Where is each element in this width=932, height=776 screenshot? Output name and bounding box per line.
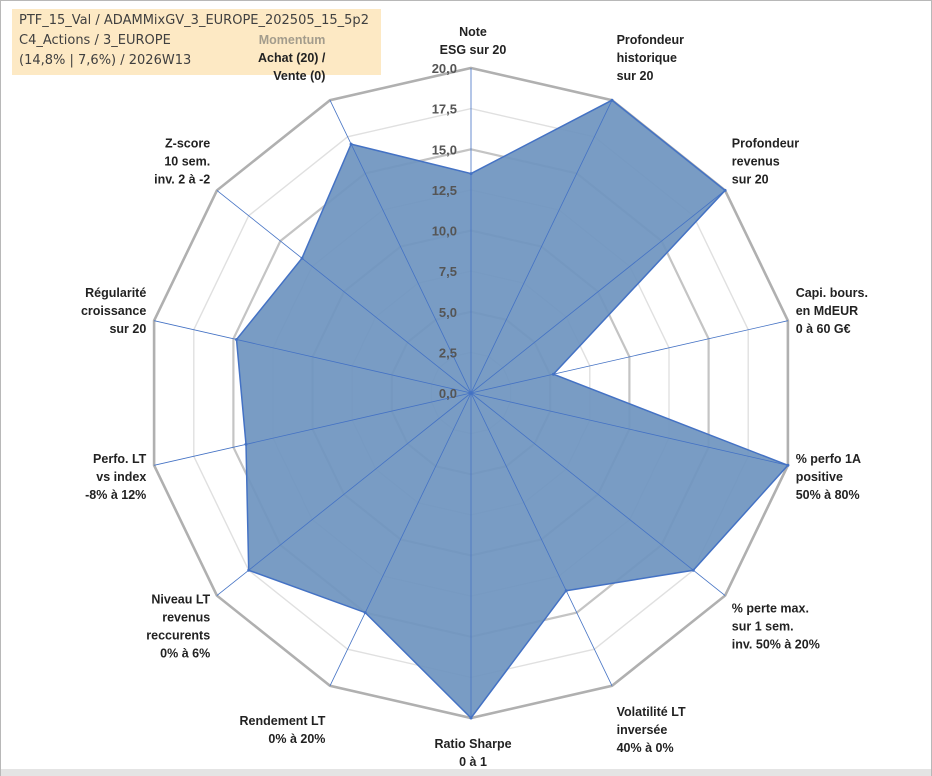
axis-label: % perte max. sur 1 sem. inv. 50% à 20% bbox=[732, 602, 820, 652]
axis-label-line: Perfo. LT bbox=[93, 452, 147, 466]
portfolio-category: C4_Actions / 3_EUROPE bbox=[19, 33, 171, 48]
axis-label-line: positive bbox=[796, 470, 843, 484]
axis-label-line: sur 20 bbox=[732, 172, 769, 186]
data-point bbox=[786, 463, 790, 467]
axis-label-line: en MdEUR bbox=[796, 304, 859, 318]
axis-label-line: Niveau LT bbox=[151, 593, 210, 607]
axis-spoke bbox=[470, 392, 613, 686]
data-area bbox=[235, 99, 790, 720]
axis-label: % perfo 1A positive 50% à 80% bbox=[796, 452, 861, 502]
axis-label-line: sur 1 sem. bbox=[732, 620, 794, 634]
axis-label-line: Rendement LT bbox=[240, 714, 326, 728]
axis-label-line: revenus bbox=[732, 154, 780, 168]
data-point bbox=[235, 338, 238, 341]
axis-label: Niveau LT revenus reccurents 0% à 6% bbox=[146, 593, 210, 661]
axis-label: Régularité croissance sur 20 bbox=[81, 286, 146, 336]
axis-label: Perfo. LT vs index -8% à 12% bbox=[85, 452, 147, 502]
axis-label-line: Profondeur bbox=[732, 136, 799, 150]
data-point bbox=[610, 98, 614, 102]
axis-label: Volatilité LT inversée 40% à 0% bbox=[617, 705, 686, 755]
axis-label-line: Note bbox=[459, 25, 487, 39]
tick-label: 15,0 bbox=[432, 142, 457, 157]
axis-spoke bbox=[154, 320, 472, 394]
tick-label: 17,5 bbox=[432, 102, 457, 117]
data-point bbox=[300, 256, 304, 260]
axis-spoke bbox=[470, 320, 788, 394]
data-point bbox=[469, 716, 473, 720]
portfolio-name: PTF_15_Val / ADAMMixGV_3_EUROPE_202505_1… bbox=[19, 13, 369, 28]
axis-label-line: Momentum bbox=[259, 33, 326, 47]
portfolio-stats: (14,8% | 7,6%) / 2026W13 bbox=[19, 53, 192, 68]
axis-label: Rendement LT 0% à 20% bbox=[240, 714, 326, 746]
tick-label: 7,5 bbox=[439, 264, 457, 279]
axis-label-line: % perte max. bbox=[732, 602, 809, 616]
axis-spoke bbox=[470, 392, 788, 466]
axis-label-line: reccurents bbox=[146, 629, 210, 643]
axis-label-line: 0 à 60 G€ bbox=[796, 322, 851, 336]
bottom-strip bbox=[1, 769, 931, 776]
axis-label: Capi. bours. en MdEUR 0 à 60 G€ bbox=[796, 286, 868, 336]
axis-label-line: Régularité bbox=[85, 286, 146, 300]
axis-label-line: 0% à 6% bbox=[160, 647, 210, 661]
axis-label-line: inversée bbox=[617, 723, 668, 737]
axis-label-line: 50% à 80% bbox=[796, 488, 860, 502]
axis-label: Profondeur historique sur 20 bbox=[617, 33, 684, 83]
axis-label-line: 10 sem. bbox=[164, 154, 210, 168]
axis-label-line: Z-score bbox=[165, 136, 210, 150]
axis-label: Momentum Achat (20) / Vente (0) bbox=[258, 33, 326, 83]
axis-spoke bbox=[329, 100, 472, 394]
axis-label-line: Volatilité LT bbox=[617, 705, 686, 719]
axis-label-line: Profondeur bbox=[617, 33, 684, 47]
tick-label: 12,5 bbox=[432, 183, 457, 198]
axis-spoke bbox=[216, 392, 472, 596]
axis-label: Ratio Sharpe 0 à 1 bbox=[434, 737, 511, 769]
axis-spoke bbox=[329, 392, 472, 686]
data-point bbox=[551, 372, 555, 376]
axis-label-line: 0% à 20% bbox=[268, 732, 325, 746]
axis-spoke bbox=[216, 190, 472, 394]
axis-spoke bbox=[470, 392, 726, 596]
axis-label-line: croissance bbox=[81, 304, 146, 318]
axis-spoke bbox=[154, 392, 472, 466]
data-point bbox=[363, 611, 367, 615]
axis-label-line: revenus bbox=[162, 611, 210, 625]
axis-label-line: ESG sur 20 bbox=[440, 43, 507, 57]
axis-label: Profondeur revenus sur 20 bbox=[732, 136, 799, 186]
data-point bbox=[247, 568, 251, 572]
tick-label: 5,0 bbox=[439, 305, 457, 320]
data-point bbox=[349, 142, 353, 146]
axis-label-line: sur 20 bbox=[617, 69, 654, 83]
data-point bbox=[723, 188, 727, 192]
axis-label-line: vs index bbox=[96, 470, 146, 484]
data-point bbox=[469, 172, 473, 176]
axis-label-line: Achat (20) / bbox=[258, 51, 326, 65]
axis-label-line: sur 20 bbox=[109, 322, 146, 336]
axis-spoke bbox=[470, 100, 613, 394]
portfolio-info-box: PTF_15_Val / ADAMMixGV_3_EUROPE_202505_1… bbox=[12, 9, 381, 75]
tick-label: 2,5 bbox=[439, 345, 457, 360]
axis-label-line: Vente (0) bbox=[273, 69, 325, 83]
data-point bbox=[244, 442, 248, 446]
tick-label: 10,0 bbox=[432, 224, 457, 239]
axis-label-line: % perfo 1A bbox=[796, 452, 861, 466]
axis-label-line: 40% à 0% bbox=[617, 741, 674, 755]
axis-label-line: inv. 2 à -2 bbox=[154, 172, 210, 186]
axis-label-line: -8% à 12% bbox=[85, 488, 146, 502]
tick-label: 20,0 bbox=[432, 61, 457, 76]
axis-spoke bbox=[470, 190, 726, 394]
axis-label-line: Ratio Sharpe bbox=[434, 737, 511, 751]
data-point bbox=[564, 589, 568, 593]
axis-label-line: 0 à 1 bbox=[459, 755, 487, 769]
tick-label: 0,0 bbox=[439, 386, 457, 401]
axis-label-line: historique bbox=[617, 51, 677, 65]
axis-label-line: inv. 50% à 20% bbox=[732, 638, 820, 652]
axis-label: Note ESG sur 20 bbox=[440, 25, 507, 57]
axis-label-line: Capi. bours. bbox=[796, 286, 868, 300]
axis-label: Z-score 10 sem. inv. 2 à -2 bbox=[154, 136, 210, 186]
data-point bbox=[691, 568, 695, 572]
